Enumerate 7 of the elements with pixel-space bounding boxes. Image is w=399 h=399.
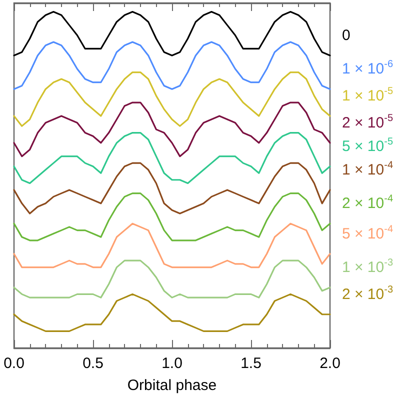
x-tick-label: 2.0 bbox=[320, 355, 340, 372]
x-axis-title: Orbital phase bbox=[127, 377, 217, 394]
x-tick-label: 0.0 bbox=[4, 355, 24, 372]
x-tick-label: 0.5 bbox=[82, 355, 104, 372]
x-tick-label: 1.5 bbox=[240, 355, 262, 372]
x-tick-label: 1.0 bbox=[162, 355, 182, 372]
series-label: 0 bbox=[342, 26, 350, 44]
